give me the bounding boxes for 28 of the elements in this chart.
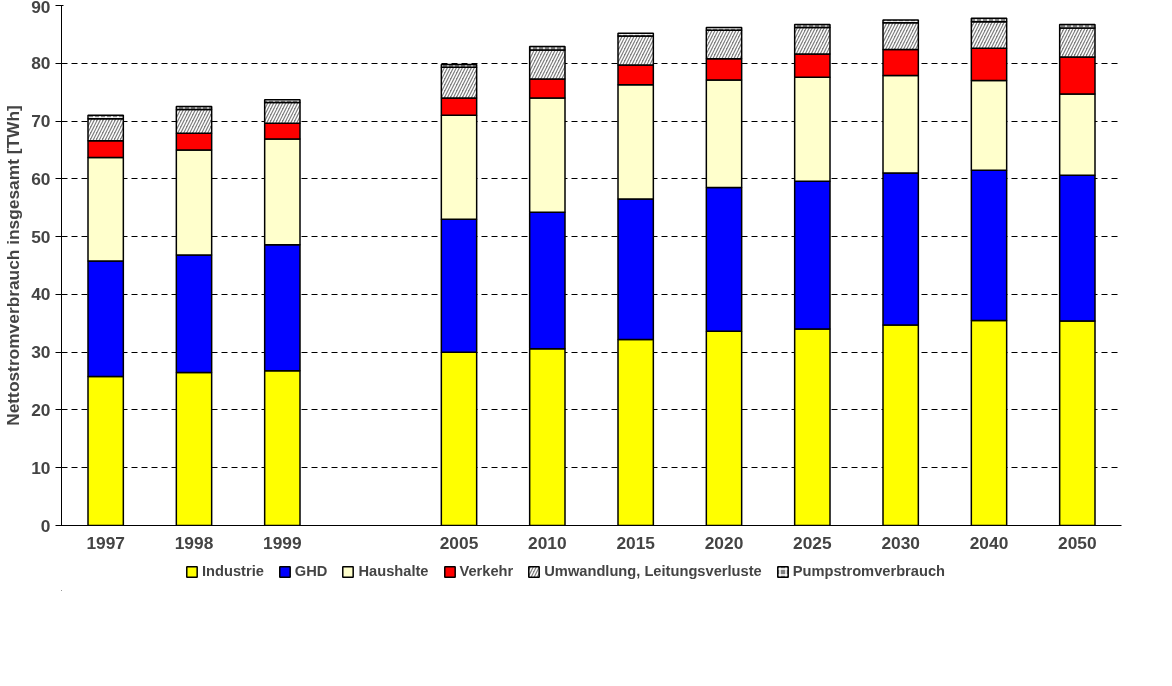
- x-tick-label: 2025: [793, 532, 832, 553]
- y-tick-label: 30: [31, 342, 51, 363]
- x-tick-label: 2005: [439, 532, 479, 553]
- legend-label: Pumpstromverbrauch: [792, 563, 946, 579]
- x-tick-label: 1998: [174, 532, 214, 553]
- x-tick-label: 2010: [528, 532, 567, 553]
- x-tick-label: 2015: [616, 532, 656, 553]
- y-tick-label: 90: [31, 0, 51, 17]
- y-tick-label: 20: [31, 399, 51, 420]
- legend-label: Industrie: [201, 563, 264, 579]
- y-tick-label: 60: [31, 168, 51, 189]
- y-tick-label: 70: [31, 111, 51, 132]
- x-tick-label: 2040: [969, 532, 1009, 553]
- y-tick-label: 10: [31, 457, 51, 478]
- y-axis-title: Nettostromverbrauch insgesamt [TWh]: [3, 105, 24, 426]
- y-tick-label: 40: [31, 284, 51, 305]
- x-tick-label: 1999: [263, 532, 302, 553]
- x-tick-label: 1997: [86, 532, 125, 553]
- x-tick-label: 2020: [704, 532, 744, 553]
- legend-label: Umwandlung, Leitungsverluste: [544, 563, 762, 579]
- x-tick-label: 2030: [881, 532, 920, 553]
- y-tick-label: 50: [31, 226, 51, 247]
- legend-label: Haushalte: [358, 563, 429, 579]
- legend-label: Verkehr: [459, 563, 514, 579]
- x-tick-label: 2050: [1058, 532, 1097, 553]
- y-tick-label: 0: [40, 515, 51, 536]
- legend-label: GHD: [294, 563, 328, 579]
- y-tick-label: 80: [31, 53, 51, 74]
